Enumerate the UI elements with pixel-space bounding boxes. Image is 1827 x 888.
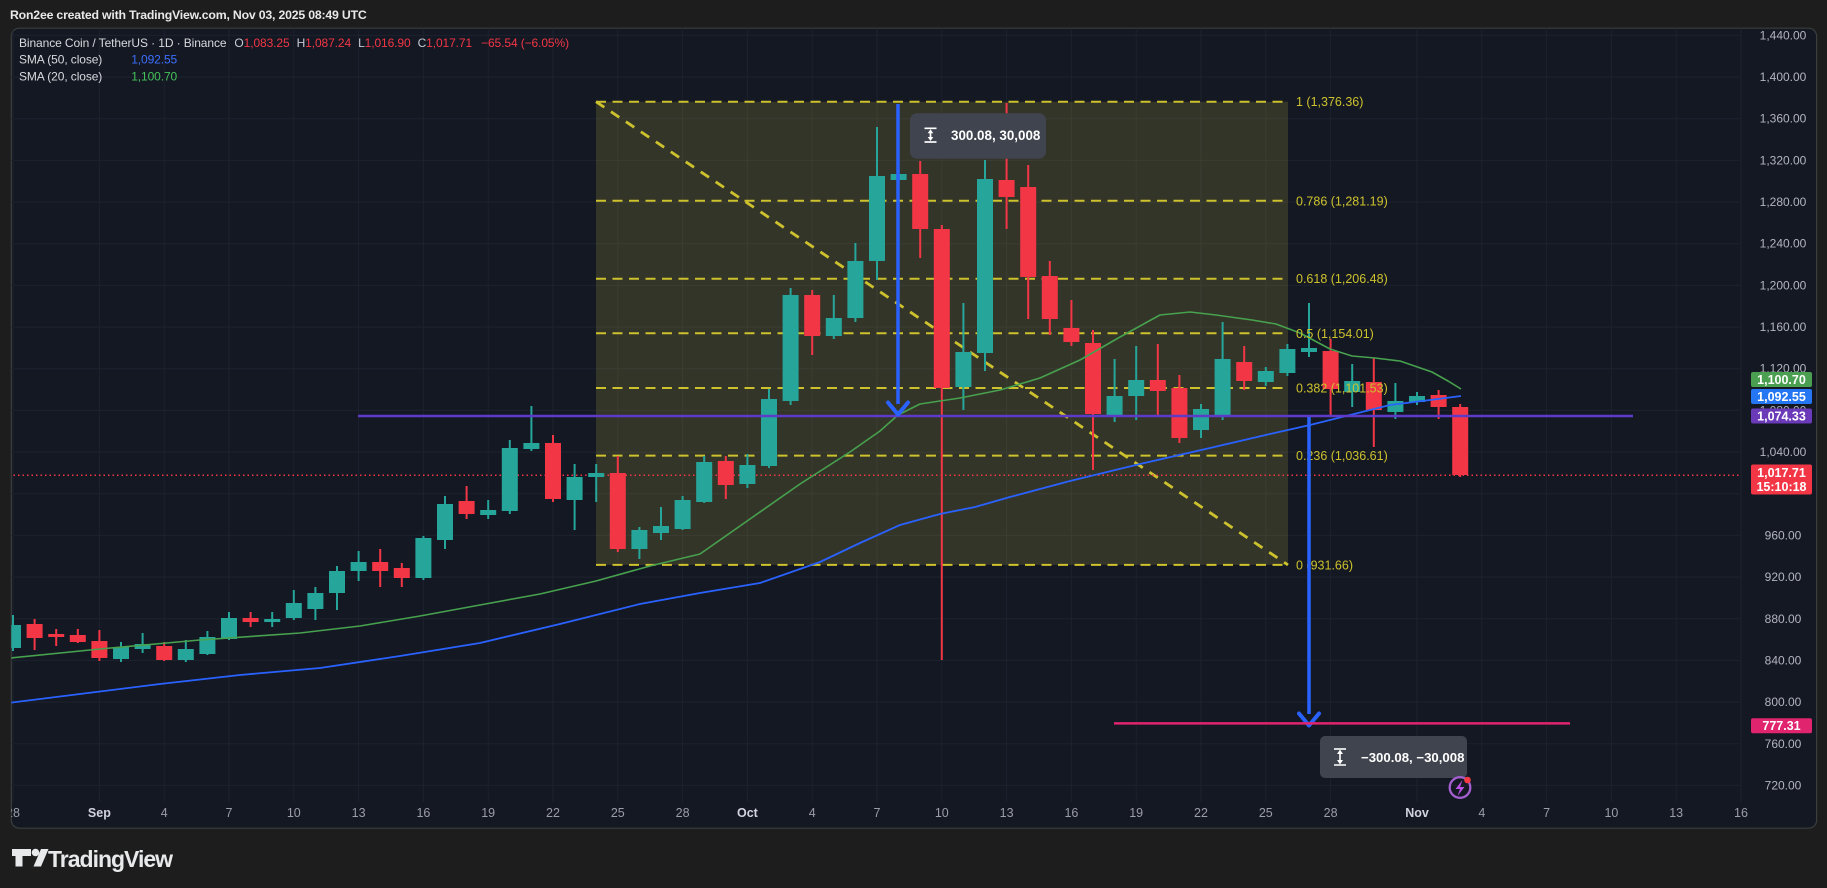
svg-text:13: 13 bbox=[1000, 806, 1014, 820]
svg-text:0 (931.66): 0 (931.66) bbox=[1296, 558, 1353, 572]
svg-text:1,200.00: 1,200.00 bbox=[1760, 278, 1807, 292]
svg-text:10: 10 bbox=[935, 806, 949, 820]
svg-text:10: 10 bbox=[287, 806, 301, 820]
svg-text:1,017.71: 1,017.71 bbox=[1757, 466, 1806, 480]
svg-text:28: 28 bbox=[6, 806, 20, 820]
svg-text:−300.08, −30,008: −300.08, −30,008 bbox=[1361, 750, 1464, 765]
svg-text:1,040.00: 1,040.00 bbox=[1760, 445, 1807, 459]
svg-text:300.08, 30,008: 300.08, 30,008 bbox=[951, 128, 1041, 143]
svg-text:4: 4 bbox=[809, 806, 816, 820]
svg-text:1,100.70: 1,100.70 bbox=[1757, 373, 1806, 387]
svg-text:0.786 (1,281.19): 0.786 (1,281.19) bbox=[1296, 194, 1388, 208]
svg-text:TradingView: TradingView bbox=[48, 846, 173, 872]
svg-text:760.00: 760.00 bbox=[1765, 737, 1802, 751]
svg-text:920.00: 920.00 bbox=[1765, 570, 1802, 584]
svg-text:22: 22 bbox=[546, 806, 560, 820]
svg-text:800.00: 800.00 bbox=[1765, 695, 1802, 709]
svg-text:0.5 (1,154.01): 0.5 (1,154.01) bbox=[1296, 327, 1374, 341]
svg-text:Ron2ee created with TradingVie: Ron2ee created with TradingView.com, Nov… bbox=[10, 8, 367, 22]
svg-text:16: 16 bbox=[416, 806, 430, 820]
svg-text:1,074.33: 1,074.33 bbox=[1757, 410, 1806, 424]
svg-text:777.31: 777.31 bbox=[1762, 719, 1800, 733]
svg-text:1,440.00: 1,440.00 bbox=[1760, 28, 1807, 42]
svg-text:Oct: Oct bbox=[737, 806, 759, 820]
svg-text:7: 7 bbox=[1543, 806, 1550, 820]
svg-text:0.618 (1,206.48): 0.618 (1,206.48) bbox=[1296, 272, 1388, 286]
svg-text:960.00: 960.00 bbox=[1765, 528, 1802, 542]
svg-text:Sep: Sep bbox=[88, 806, 111, 820]
svg-text:25: 25 bbox=[611, 806, 625, 820]
svg-text:22: 22 bbox=[1194, 806, 1208, 820]
svg-text:Binance Coin / TetherUS · 1D ·: Binance Coin / TetherUS · 1D · Binance O1… bbox=[19, 36, 569, 50]
svg-text:28: 28 bbox=[1324, 806, 1338, 820]
svg-text:4: 4 bbox=[161, 806, 168, 820]
svg-text:1,160.00: 1,160.00 bbox=[1760, 320, 1807, 334]
svg-text:19: 19 bbox=[1129, 806, 1143, 820]
svg-text:7: 7 bbox=[874, 806, 881, 820]
svg-text:19: 19 bbox=[481, 806, 495, 820]
svg-text:880.00: 880.00 bbox=[1765, 612, 1802, 626]
svg-text:1,280.00: 1,280.00 bbox=[1760, 195, 1807, 209]
svg-text:1,360.00: 1,360.00 bbox=[1760, 112, 1807, 126]
svg-text:0.236 (1,036.61): 0.236 (1,036.61) bbox=[1296, 449, 1388, 463]
svg-text:1,320.00: 1,320.00 bbox=[1760, 153, 1807, 167]
svg-text:1,400.00: 1,400.00 bbox=[1760, 70, 1807, 84]
svg-text:25: 25 bbox=[1259, 806, 1273, 820]
svg-text:720.00: 720.00 bbox=[1765, 778, 1802, 792]
svg-text:Nov: Nov bbox=[1405, 806, 1429, 820]
svg-text:SMA (20, close)1,100.70: SMA (20, close) 1,100.70 bbox=[19, 70, 178, 84]
svg-text:1,240.00: 1,240.00 bbox=[1760, 237, 1807, 251]
svg-text:4: 4 bbox=[1478, 806, 1485, 820]
svg-text:13: 13 bbox=[1669, 806, 1683, 820]
svg-text:16: 16 bbox=[1734, 806, 1748, 820]
svg-text:15:10:18: 15:10:18 bbox=[1756, 480, 1806, 494]
svg-text:13: 13 bbox=[352, 806, 366, 820]
svg-text:1 (1,376.36): 1 (1,376.36) bbox=[1296, 95, 1363, 109]
svg-text:10: 10 bbox=[1604, 806, 1618, 820]
svg-text:840.00: 840.00 bbox=[1765, 653, 1802, 667]
svg-text:1,092.55: 1,092.55 bbox=[1757, 390, 1806, 404]
svg-text:0.382 (1,101.53): 0.382 (1,101.53) bbox=[1296, 382, 1388, 396]
svg-text:7: 7 bbox=[226, 806, 233, 820]
svg-text:28: 28 bbox=[676, 806, 690, 820]
svg-text:SMA (50, close)1,092.55: SMA (50, close) 1,092.55 bbox=[19, 53, 178, 67]
svg-text:16: 16 bbox=[1064, 806, 1078, 820]
